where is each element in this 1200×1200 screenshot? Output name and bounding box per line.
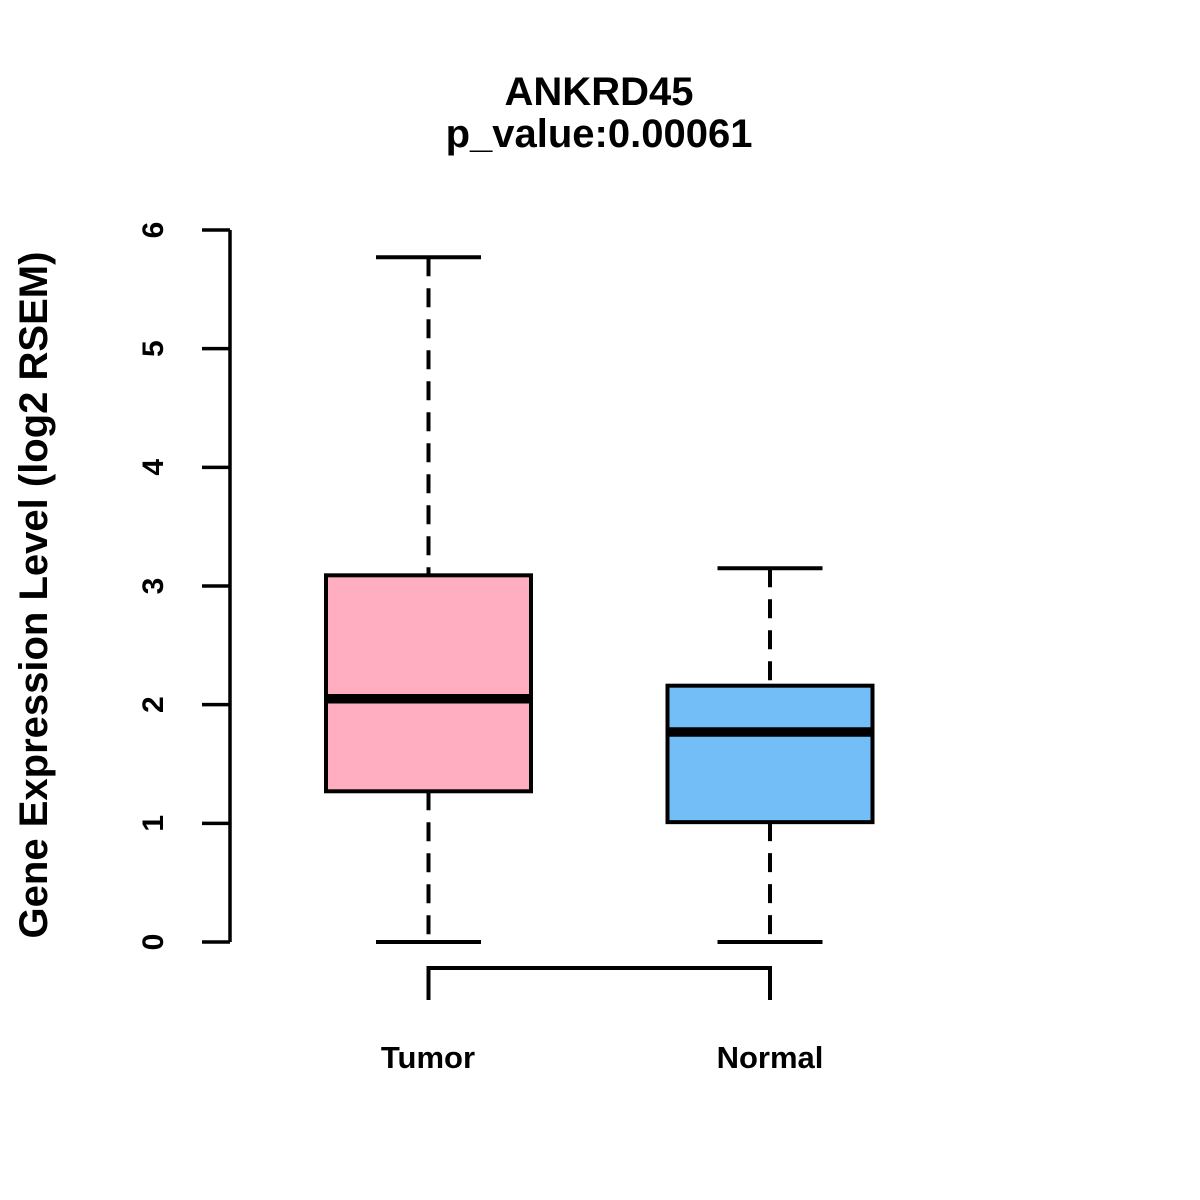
y-tick-label: 6 [137, 222, 170, 239]
category-label-normal: Normal [716, 1040, 824, 1075]
chart-subtitle-pvalue: p_value:0.00061 [445, 112, 753, 156]
normal-box [665, 683, 875, 825]
y-tick-label: 3 [137, 578, 170, 595]
x-axis-line [426, 966, 772, 1000]
y-tick-label: 5 [137, 340, 170, 357]
chart-title: ANKRD45 [504, 70, 694, 114]
tumor-box [324, 573, 533, 794]
y-tick-label: 2 [137, 696, 170, 713]
y-axis-title: Gene Expression Level (log2 RSEM) [12, 251, 56, 939]
y-tick-label: 0 [137, 934, 170, 951]
y-tick-label: 1 [137, 815, 170, 832]
y-tick-label: 4 [137, 459, 170, 476]
category-label-tumor: Tumor [380, 1040, 476, 1075]
